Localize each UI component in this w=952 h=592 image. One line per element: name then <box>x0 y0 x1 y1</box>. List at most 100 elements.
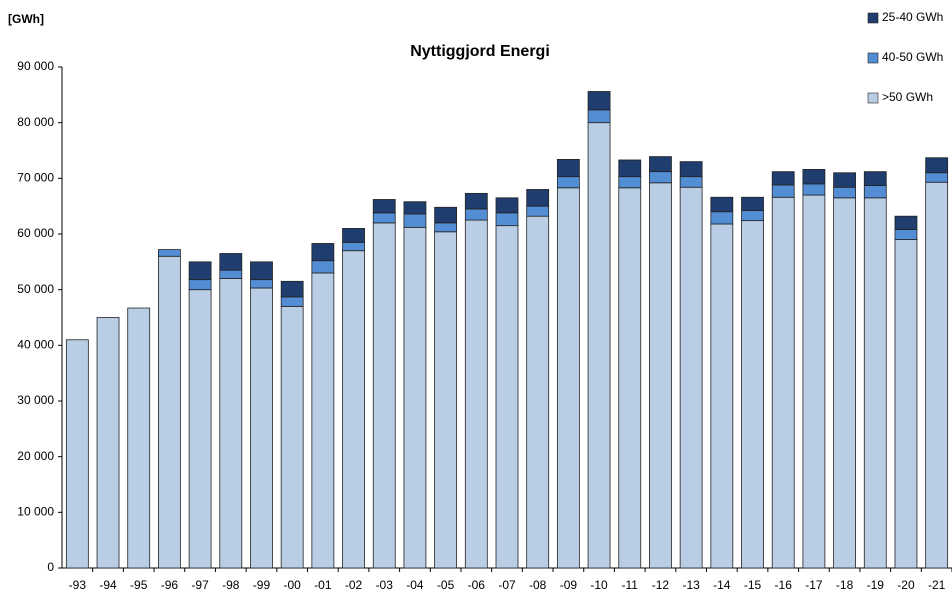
bar-segment <box>158 249 181 257</box>
bar-segment <box>771 196 795 569</box>
x-tick-label: -00 <box>284 578 302 592</box>
y-tick-label: 80 000 <box>17 115 54 129</box>
bar-segment <box>710 211 734 225</box>
bar-segment <box>587 91 611 111</box>
bar-segment <box>649 182 672 569</box>
legend-label: >50 GWh <box>882 90 933 104</box>
x-tick-label: -97 <box>191 578 209 592</box>
legend-label: 25-40 GWh <box>882 10 943 24</box>
y-tick-label: 50 000 <box>17 282 54 296</box>
x-tick-label: -98 <box>222 578 240 592</box>
legend-swatch <box>867 92 879 104</box>
bar-segment <box>188 289 212 569</box>
x-tick-label: -99 <box>253 578 271 592</box>
bar-segment <box>495 212 519 227</box>
x-tick-label: -05 <box>437 578 455 592</box>
y-tick-label: 90 000 <box>17 59 54 73</box>
bar-segment <box>219 269 243 279</box>
x-tick-label: -13 <box>682 578 700 592</box>
bar-segment <box>311 243 335 262</box>
bar-segment <box>280 296 304 307</box>
legend-label: 40-50 GWh <box>882 50 943 64</box>
y-axis-label: [GWh] <box>8 12 44 26</box>
bar-segment <box>679 176 703 188</box>
bar-segment <box>771 171 795 186</box>
bar-segment <box>802 194 826 569</box>
bar-segment <box>250 287 273 569</box>
bar-segment <box>158 255 181 569</box>
bar-segment <box>618 176 642 189</box>
bar-segment <box>464 208 488 221</box>
bar-segment <box>495 197 519 214</box>
y-tick-label: 60 000 <box>17 226 54 240</box>
legend-swatch <box>867 12 879 24</box>
bar-segment <box>403 226 427 569</box>
x-tick-label: -01 <box>314 578 332 592</box>
y-tick-label: 70 000 <box>17 171 54 185</box>
bar-segment <box>372 199 396 214</box>
x-tick-label: -06 <box>468 578 486 592</box>
x-tick-label: -20 <box>897 578 915 592</box>
bar-segment <box>894 229 918 240</box>
bar-segment <box>833 197 856 569</box>
bar-segment <box>434 206 458 224</box>
x-tick-label: -12 <box>652 578 670 592</box>
x-tick-label: -07 <box>498 578 516 592</box>
bar-segment <box>894 215 918 230</box>
bar-segment <box>219 278 243 569</box>
x-tick-label: -08 <box>529 578 547 592</box>
bar-segment <box>464 219 488 569</box>
y-tick-label: 30 000 <box>17 393 54 407</box>
bar-segment <box>526 205 550 217</box>
bar-segment <box>802 169 826 185</box>
x-tick-label: -93 <box>69 578 87 592</box>
bar-segment <box>342 228 365 243</box>
bar-segment <box>894 239 918 569</box>
bar-segment <box>342 241 365 252</box>
x-tick-label: -96 <box>161 578 179 592</box>
x-tick-label: -04 <box>406 578 424 592</box>
y-tick-label: 10 000 <box>17 505 54 519</box>
bar-segment <box>925 181 949 569</box>
bar-segment <box>710 223 734 569</box>
bar-segment <box>526 215 550 569</box>
chart-title: Nyttiggjord Energi <box>410 43 550 60</box>
bar-segment <box>65 339 89 569</box>
bar-segment <box>710 196 734 213</box>
bar-segment <box>464 192 488 210</box>
bar-segment <box>833 186 856 199</box>
x-tick-label: -03 <box>376 578 394 592</box>
bar-segment <box>372 212 396 224</box>
bar-segment <box>495 225 519 569</box>
bar-segment <box>833 172 856 188</box>
bar-segment <box>250 261 273 281</box>
bar-segment <box>863 171 887 186</box>
bar-segment <box>556 187 580 569</box>
bar-segment <box>188 279 212 291</box>
x-tick-label: -11 <box>622 578 639 592</box>
bar-segment <box>741 220 764 569</box>
bar-segment <box>403 213 427 228</box>
legend-swatch <box>867 52 879 64</box>
bar-segment <box>219 253 243 271</box>
bar-segment <box>372 222 396 569</box>
bar-segment <box>250 279 273 289</box>
bar-segment <box>342 250 365 569</box>
bar-segment <box>771 184 795 198</box>
bar-segment <box>618 159 642 178</box>
bar-segment <box>403 201 427 215</box>
bar-segment <box>618 187 642 569</box>
bar-segment <box>434 231 458 569</box>
bar-segment <box>556 159 580 178</box>
bar-segment <box>280 280 304 298</box>
bar-segment <box>587 109 611 124</box>
bar-segment <box>925 172 949 183</box>
x-tick-label: -15 <box>744 578 762 592</box>
bar-segment <box>649 156 672 173</box>
bar-segment <box>741 210 764 222</box>
x-tick-label: -21 <box>928 578 946 592</box>
bar-segment <box>649 171 672 184</box>
x-tick-label: -02 <box>345 578 363 592</box>
bar-segment <box>863 185 887 199</box>
